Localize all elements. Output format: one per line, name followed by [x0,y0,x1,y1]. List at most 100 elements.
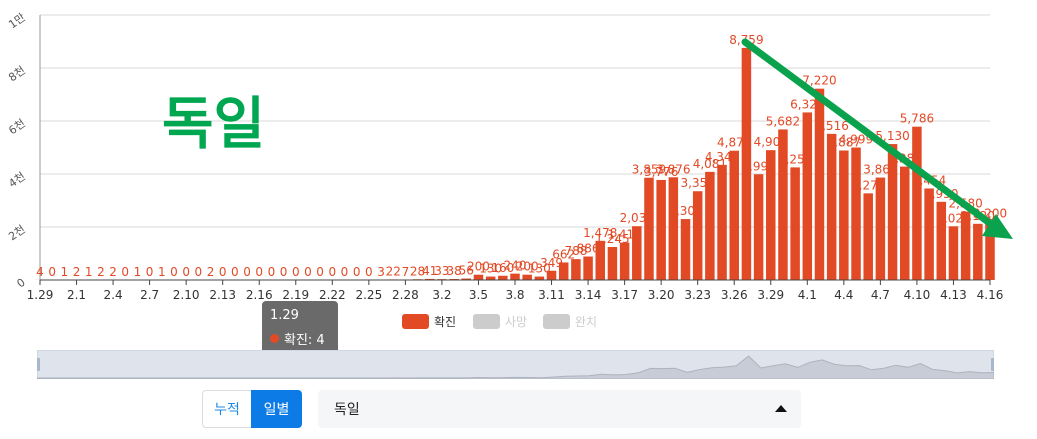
bar-value-label: 1 [134,265,142,279]
legend-swatch[interactable] [473,314,500,329]
x-tick-label: 3.26 [721,288,748,302]
bar[interactable] [705,171,715,280]
x-tick-label: 2.28 [392,288,419,302]
bar-value-label: 5,516 [814,119,848,133]
bar[interactable] [595,240,606,280]
bar[interactable] [546,270,557,280]
bar-value-label: 1 [85,265,93,279]
bar[interactable] [449,278,459,280]
bar[interactable] [875,177,886,280]
bar[interactable] [680,219,691,280]
bar[interactable] [839,150,849,280]
bar-value-label: 0 [268,265,276,279]
bar[interactable] [753,174,764,280]
bar-value-label: 28 [410,264,425,278]
bar[interactable] [619,242,630,280]
slider-right-handle[interactable] [991,358,994,371]
bar[interactable] [534,276,545,280]
bar-value-label: 3,859 [632,163,666,177]
bar[interactable] [571,259,581,280]
bar[interactable] [558,262,569,280]
bar[interactable] [936,201,947,280]
bar-value-label: 0 [316,265,324,279]
bar[interactable] [826,133,837,280]
bar[interactable] [790,167,800,280]
x-tick-label: 3.20 [648,288,675,302]
bar[interactable] [802,112,813,280]
x-tick-label: 2.13 [209,288,236,302]
x-tick-label: 4.13 [940,288,967,302]
legend-label[interactable]: 완치 [575,315,597,329]
bar-value-label: 1,478 [583,226,617,240]
bar[interactable] [741,47,752,280]
bar-value-label: 130 [528,262,551,276]
country-select-value: 독일 [334,402,360,418]
bar[interactable] [778,129,788,280]
bar[interactable] [424,278,435,280]
bar[interactable] [887,144,898,280]
bar-value-label: 0 [304,265,312,279]
bar[interactable] [522,274,532,280]
slider-left-handle[interactable] [37,358,40,371]
bar-value-label: 7,220 [802,74,836,88]
bar[interactable] [668,177,679,280]
bar-value-label: 200 [467,260,490,274]
bar-value-label: 2 [97,265,105,279]
bar-value-label: 2,030 [620,211,654,225]
bar-value-label: 3,990 [741,159,775,173]
x-tick-label: 2.4 [104,288,123,302]
legend-label[interactable]: 확진 [434,315,456,329]
bar[interactable] [851,147,861,280]
x-tick-label: 2.7 [140,288,159,302]
x-tick-label: 4.10 [904,288,931,302]
cumulative-toggle-button[interactable]: 누적 [202,390,251,428]
legend-label[interactable]: 사망 [505,315,527,329]
chart-controls: 누적 일별 독일 [0,388,1037,430]
bar-value-label: 4,344 [705,150,739,164]
bar[interactable] [766,150,776,280]
bar[interactable] [607,247,618,280]
bar[interactable] [632,226,642,280]
bar-value-label: 22 [386,264,401,278]
bar-value-label: 0 [280,265,288,279]
bar[interactable] [863,193,873,280]
country-select[interactable]: 독일 [318,390,801,428]
bar[interactable] [924,188,934,280]
data-zoom-slider[interactable] [37,350,994,379]
bar-value-label: 0 [195,265,203,279]
bar[interactable] [814,88,825,280]
bar[interactable] [473,274,484,280]
x-tick-label: 3.14 [575,288,602,302]
bar[interactable] [498,275,508,280]
bar[interactable] [973,223,983,280]
bar[interactable] [644,177,654,280]
x-tick-label: 3.23 [684,288,711,302]
bar-value-label: 0 [243,265,251,279]
bar[interactable] [510,273,520,280]
daily-toggle-button[interactable]: 일별 [251,390,302,428]
bar-value-label: 0 [341,265,349,279]
bar-value-label: 0 [328,265,336,279]
bar-value-label: 2 [207,265,215,279]
bar[interactable] [960,211,971,280]
bar-series-confirmed[interactable] [35,47,995,281]
bar[interactable] [656,179,666,280]
bar-value-label: 1,245 [595,232,629,246]
bar[interactable] [717,164,727,280]
bar[interactable] [912,126,922,281]
y-tick-label: 6천 [6,116,28,137]
bar[interactable] [985,221,995,280]
bar[interactable] [899,166,910,280]
bar-value-label: 3,876 [656,162,690,176]
bar[interactable] [729,150,739,280]
bar-value-label: 0 [146,265,154,279]
bar[interactable] [583,256,593,280]
bar-value-label: 0 [182,265,190,279]
bar[interactable] [948,226,959,280]
bar[interactable] [692,191,703,280]
bar[interactable] [461,278,472,280]
bar-value-label: 4,250 [778,152,812,166]
legend-swatch[interactable] [402,314,429,329]
bar[interactable] [485,276,496,280]
legend-swatch[interactable] [543,314,570,329]
